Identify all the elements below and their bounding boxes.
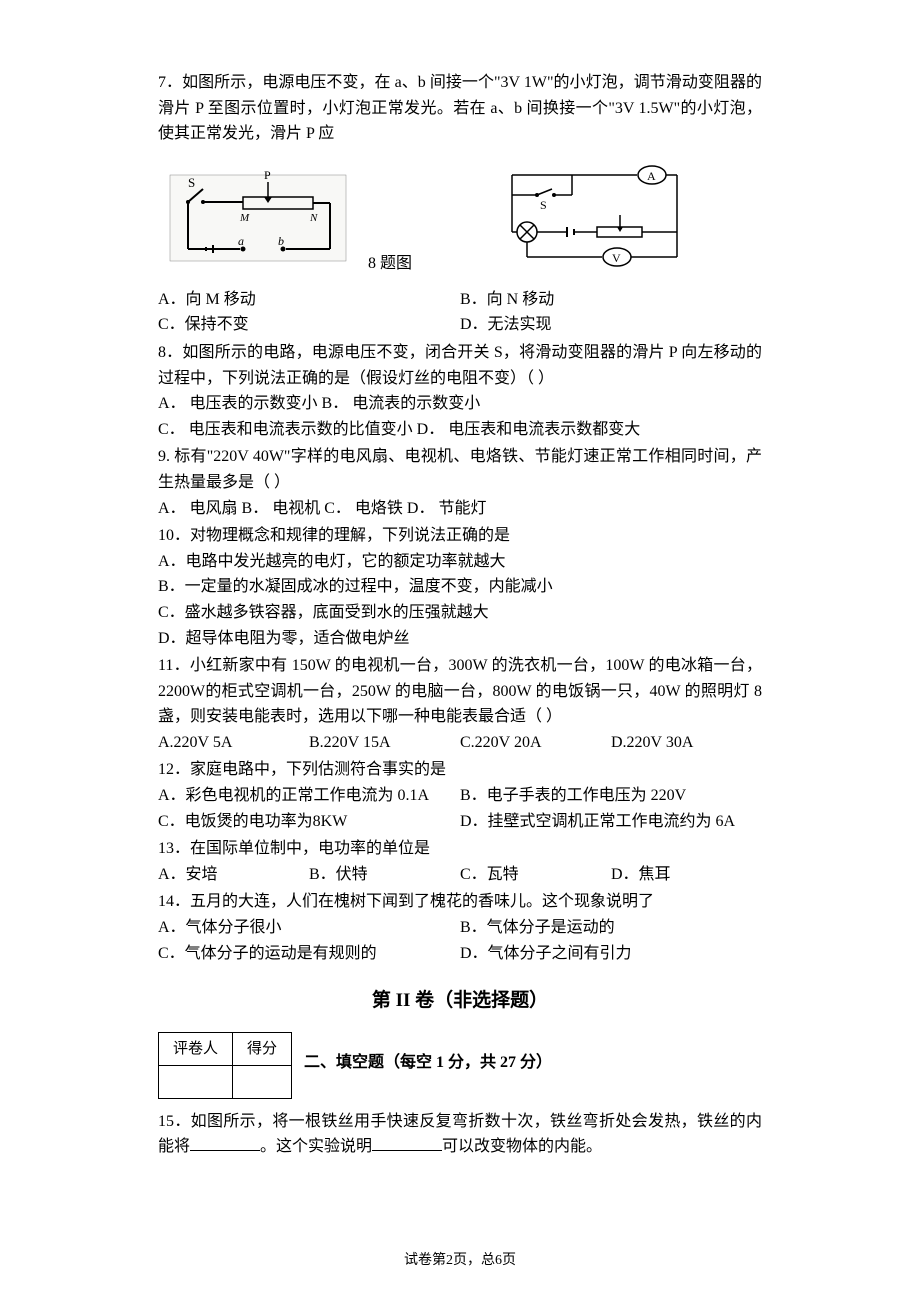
q12-text: 12．家庭电路中，下列估测符合事实的是 [158,757,762,783]
footer-mid: 页，总 [453,1253,495,1268]
circuit-diagram-1: S P M N b a [158,167,358,277]
label-N: N [309,212,318,224]
q15-post: 可以改变物体的内能。 [442,1138,602,1155]
score-h1: 评卷人 [159,1032,233,1065]
label-V: V [612,251,621,265]
q11-opt-d: D.220V 30A [611,730,762,756]
question-12: 12．家庭电路中，下列估测符合事实的是 A．彩色电视机的正常工作电流为 0.1A… [158,757,762,834]
score-cell-1 [159,1065,233,1098]
q10-opt-d: D．超导体电阻为零，适合做电炉丝 [158,626,762,652]
q11-opt-b: B.220V 15A [309,730,460,756]
blank-1 [190,1135,260,1151]
q10-text: 10．对物理概念和规律的理解，下列说法正确的是 [158,523,762,549]
label-a: a [238,234,244,248]
q15-mid: 。这个实验说明 [260,1138,372,1155]
fill-section-header: 评卷人 得分 二、填空题（每空 1 分，共 27 分） [158,1032,762,1099]
q8-options: A． 电压表的示数变小 B． 电流表的示数变小 C． 电压表和电流表示数的比值变… [158,391,762,442]
q9-options: A． 电风扇 B． 电视机 C． 电烙铁 D． 节能灯 [158,496,762,522]
footer-pre: 试卷第 [404,1253,446,1268]
question-11: 11．小红新家中有 150W 的电视机一台，300W 的洗衣机一台，100W 的… [158,653,762,755]
q7-opt-a: A．向 M 移动 [158,287,460,313]
q14-opt-c: C．气体分子的运动是有规则的 [158,941,460,967]
q13-opt-c: C．瓦特 [460,862,611,888]
q7-opt-c: C．保持不变 [158,312,460,338]
q8-opt-ab: A． 电压表的示数变小 B． 电流表的示数变小 [158,391,762,417]
question-8: 8．如图所示的电路，电源电压不变，闭合开关 S，将滑动变阻器的滑片 P 向左移动… [158,340,762,442]
label-P: P [264,168,271,182]
footer-total: 6 [495,1253,502,1268]
question-7: 7．如图所示，电源电压不变，在 a、b 间接一个"3V 1W"的小灯泡，调节滑动… [158,70,762,338]
q10-opt-b: B．一定量的水凝固成冰的过程中，温度不变，内能减小 [158,574,762,600]
question-14: 14．五月的大连，人们在槐树下闻到了槐花的香味儿。这个现象说明了 A．气体分子很… [158,889,762,966]
q13-opt-a: A．安培 [158,862,309,888]
score-table: 评卷人 得分 [158,1032,292,1099]
score-cell-2 [233,1065,292,1098]
label-b: b [278,234,284,248]
section-ii-title: 第 II 卷（非选择题） [158,986,762,1016]
page-footer: 试卷第2页，总6页 [0,1250,920,1272]
figure-8-label: 8 题图 [368,251,412,277]
q7-options: A．向 M 移动 B．向 N 移动 C．保持不变 D．无法实现 [158,287,762,338]
q10-opt-c: C．盛水越多铁容器，底面受到水的压强就越大 [158,600,762,626]
q10-opt-a: A．电路中发光越亮的电灯，它的额定功率就越大 [158,549,762,575]
q12-opt-b: B．电子手表的工作电压为 220V [460,783,762,809]
q7-opt-b: B．向 N 移动 [460,287,762,313]
q14-text: 14．五月的大连，人们在槐树下闻到了槐花的香味儿。这个现象说明了 [158,889,762,915]
q13-text: 13．在国际单位制中，电功率的单位是 [158,836,762,862]
question-13: 13．在国际单位制中，电功率的单位是 A．安培 B．伏特 C．瓦特 D．焦耳 [158,836,762,887]
q12-opt-d: D．挂壁式空调机正常工作电流约为 6A [460,809,762,835]
q12-opt-c: C．电饭煲的电功率为8KW [158,809,460,835]
q9-text: 9. 标有"220V 40W"字样的电风扇、电视机、电烙铁、节能灯速正常工作相同… [158,444,762,495]
q13-options: A．安培 B．伏特 C．瓦特 D．焦耳 [158,862,762,888]
q13-opt-b: B．伏特 [309,862,460,888]
score-h2: 得分 [233,1032,292,1065]
q8-opt-cd: C． 电压表和电流表示数的比值变小 D． 电压表和电流表示数都变大 [158,417,762,443]
q13-opt-d: D．焦耳 [611,862,762,888]
label-M: M [239,212,250,224]
q14-opt-a: A．气体分子很小 [158,915,460,941]
q7-figures: S P M N b a 8 题图 [158,157,762,277]
question-9: 9. 标有"220V 40W"字样的电风扇、电视机、电烙铁、节能灯速正常工作相同… [158,444,762,521]
q15-text: 15．如图所示，将一根铁丝用手快速反复弯折数十次，铁丝弯折处会发热，铁丝的内能将… [158,1109,762,1160]
q14-opt-b: B．气体分子是运动的 [460,915,762,941]
q7-text: 7．如图所示，电源电压不变，在 a、b 间接一个"3V 1W"的小灯泡，调节滑动… [158,70,762,147]
question-15: 15．如图所示，将一根铁丝用手快速反复弯折数十次，铁丝弯折处会发热，铁丝的内能将… [158,1109,762,1160]
footer-page: 2 [446,1253,453,1268]
blank-2 [372,1135,442,1151]
q11-opt-c: C.220V 20A [460,730,611,756]
q14-options: A．气体分子很小 B．气体分子是运动的 C．气体分子的运动是有规则的 D．气体分… [158,915,762,966]
label-S2: S [540,198,547,212]
q8-text: 8．如图所示的电路，电源电压不变，闭合开关 S，将滑动变阻器的滑片 P 向左移动… [158,340,762,391]
label-A: A [647,169,656,183]
q14-opt-d: D．气体分子之间有引力 [460,941,762,967]
q12-opt-a: A．彩色电视机的正常工作电流为 0.1A [158,783,460,809]
footer-post: 页 [502,1253,516,1268]
label-S: S [188,175,195,190]
question-10: 10．对物理概念和规律的理解，下列说法正确的是 A．电路中发光越亮的电灯，它的额… [158,523,762,651]
circuit-diagram-2: A S [492,157,692,277]
q11-text: 11．小红新家中有 150W 的电视机一台，300W 的洗衣机一台，100W 的… [158,653,762,730]
q11-options: A.220V 5A B.220V 15A C.220V 20A D.220V 3… [158,730,762,756]
q12-options: A．彩色电视机的正常工作电流为 0.1A B．电子手表的工作电压为 220V C… [158,783,762,834]
q7-opt-d: D．无法实现 [460,312,762,338]
q11-opt-a: A.220V 5A [158,730,309,756]
